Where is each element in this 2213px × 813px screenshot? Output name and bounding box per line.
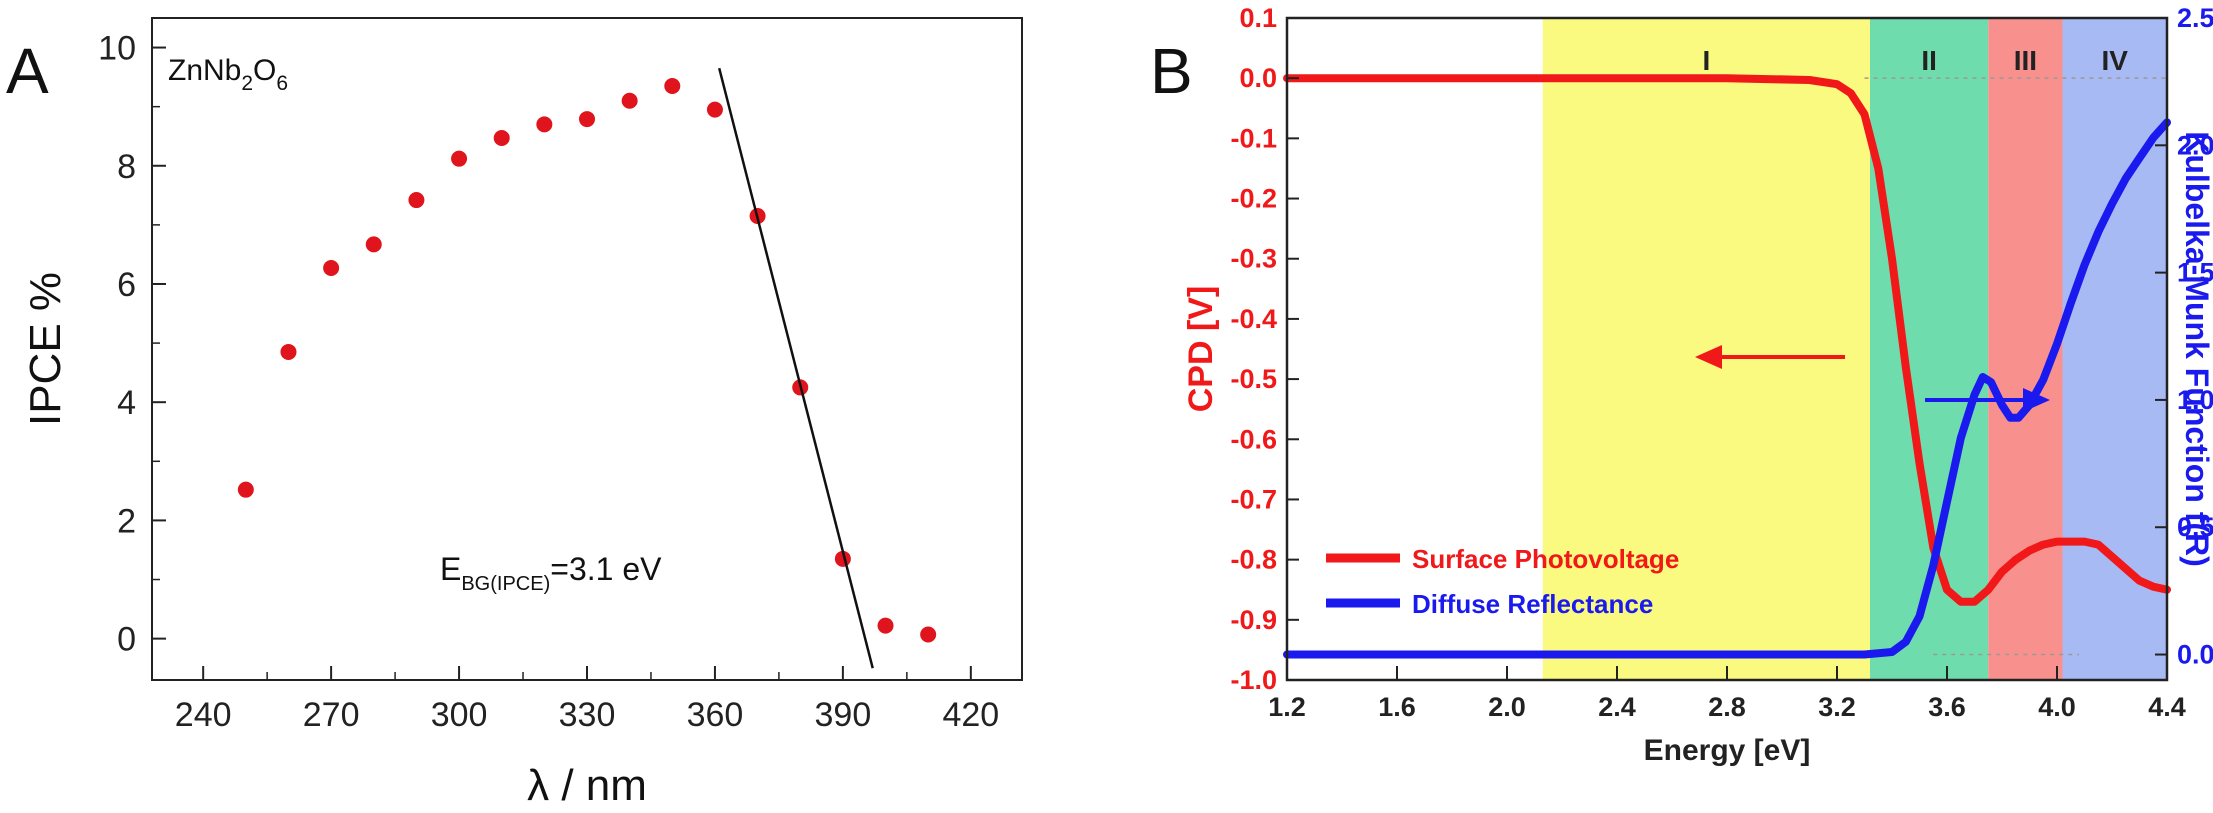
ipce-data-point	[621, 92, 638, 109]
a-y-tick-label: 0	[117, 621, 136, 659]
cpd-arrow-head	[1695, 345, 1722, 369]
panel-b-x-axis-label: Energy [eV]	[1644, 734, 1811, 767]
a-y-tick-label: 6	[117, 266, 136, 304]
region-label-ii: II	[1921, 45, 1937, 76]
ipce-data-point	[493, 129, 510, 146]
panel-b-legend: Surface Photovoltage Diffuse Reflectance	[1326, 544, 1679, 619]
ipce-data-point	[664, 77, 681, 94]
surface-photovoltage-line	[1283, 74, 2171, 606]
panel-a-x-axis-label: λ / nm	[527, 761, 647, 810]
panel-a-plot-frame	[151, 17, 1023, 681]
b-x-tick-label: 4.0	[2038, 692, 2076, 722]
b-right-tick-label: 1.0	[2177, 385, 2213, 415]
ipce-data-point	[237, 481, 254, 498]
panel-a-data-points	[237, 77, 937, 643]
panel-a-chart: A 240 270 300 330 360 390 420 0 2 4 6 8 10 ZnNb2O6 E…	[6, 17, 1023, 810]
b-left-tick-label: -0.1	[1230, 123, 1277, 153]
panel-b-ticks: 1.2 1.6 2.0 2.4 2.8 3.2 3.6 4.0 4.4 0.1 0.0 -0.1 -0.…	[1230, 3, 2213, 722]
b-right-tick-label: 2.5	[2177, 3, 2213, 33]
ipce-data-point	[365, 236, 382, 253]
b-x-tick-label: 2.8	[1708, 692, 1746, 722]
linear-fit-line	[717, 67, 874, 669]
ipce-data-point	[280, 343, 297, 360]
a-y-tick-label: 10	[98, 30, 136, 68]
ipce-data-point	[536, 116, 553, 133]
b-left-tick-label: -0.2	[1230, 184, 1277, 214]
b-x-tick-label: 4.4	[2148, 692, 2186, 722]
b-left-tick-label: -0.6	[1230, 424, 1277, 454]
region-label-iv: IV	[2102, 45, 2129, 76]
a-x-tick-label: 360	[687, 696, 744, 734]
a-x-tick-label: 420	[942, 696, 999, 734]
panel-b-series	[1283, 74, 2171, 659]
bandgap-annotation: EBG(IPCE)=3.1 eV	[440, 551, 662, 595]
panel-b-chart: B I II III IV 1.2 1.6 2.0 2.4 2.8 3.2 3.6 4.0 4.40.…	[1150, 3, 2213, 767]
ipce-data-point	[579, 111, 595, 128]
b-left-tick-label: -0.3	[1230, 244, 1277, 274]
ipce-data-point	[323, 260, 340, 277]
a-x-tick-label: 300	[431, 696, 488, 734]
panel-b-label: B	[1150, 35, 1193, 107]
region-label-i: I	[1702, 45, 1710, 76]
b-left-tick-label: -0.7	[1230, 484, 1277, 514]
ipce-data-point	[706, 101, 723, 118]
panel-b-right-axis-label: Kulbelka-Munk Function f(R)	[2179, 131, 2213, 567]
panel-b-left-axis-label: CPD [V]	[1182, 286, 1220, 413]
b-left-tick-label: -1.0	[1230, 665, 1277, 695]
panel-a-ticks: 240 270 300 330 360 390 420 0 2 4 6 8 10	[98, 30, 999, 734]
a-x-tick-label: 390	[815, 696, 872, 734]
panel-a-label: A	[6, 35, 49, 107]
b-right-tick-label: 1.5	[2177, 258, 2213, 288]
b-x-tick-label: 3.6	[1928, 692, 1966, 722]
diffuse-reflectance-line	[1283, 118, 2171, 659]
legend-label-surface-photovoltage: Surface Photovoltage	[1412, 544, 1679, 574]
region-label-iii: III	[2014, 45, 2037, 76]
b-x-tick-label: 3.2	[1818, 692, 1856, 722]
b-right-tick-label: 0.0	[2177, 640, 2213, 670]
ipce-data-point	[451, 150, 468, 167]
b-left-tick-label: -0.8	[1230, 545, 1277, 575]
panel-b-regions: I II III IV	[1542, 18, 2167, 680]
b-left-tick-label: 0.1	[1239, 3, 1277, 33]
a-y-tick-label: 2	[117, 502, 136, 540]
a-y-tick-label: 4	[117, 384, 136, 422]
region-band-i	[1542, 18, 1870, 680]
b-right-tick-label: 0.5	[2177, 512, 2213, 542]
b-left-tick-label: -0.4	[1230, 304, 1277, 334]
b-right-tick-label: 2.0	[2177, 130, 2213, 160]
ipce-data-point	[920, 626, 937, 643]
b-x-tick-label: 1.6	[1378, 692, 1416, 722]
a-x-tick-label: 240	[175, 696, 232, 734]
region-band-iv	[2062, 18, 2167, 680]
legend-label-diffuse-reflectance: Diffuse Reflectance	[1412, 589, 1653, 619]
km-arrow-head	[2023, 388, 2050, 412]
a-x-tick-label: 270	[303, 696, 360, 734]
ipce-data-point	[408, 192, 425, 209]
ipce-data-point	[877, 617, 894, 634]
b-x-tick-label: 2.4	[1598, 692, 1636, 722]
b-x-tick-label: 1.2	[1268, 692, 1306, 722]
b-left-tick-label: -0.9	[1230, 605, 1277, 635]
b-left-tick-label: -0.5	[1230, 364, 1277, 394]
b-x-tick-label: 2.0	[1488, 692, 1526, 722]
panel-a-y-axis-label: IPCE %	[21, 272, 70, 426]
b-left-tick-label: 0.0	[1239, 63, 1277, 93]
a-y-tick-label: 8	[117, 148, 136, 186]
panel-b-plot-frame	[1285, 16, 2169, 682]
a-x-tick-label: 330	[559, 696, 616, 734]
material-label: ZnNb2O6	[168, 54, 288, 95]
